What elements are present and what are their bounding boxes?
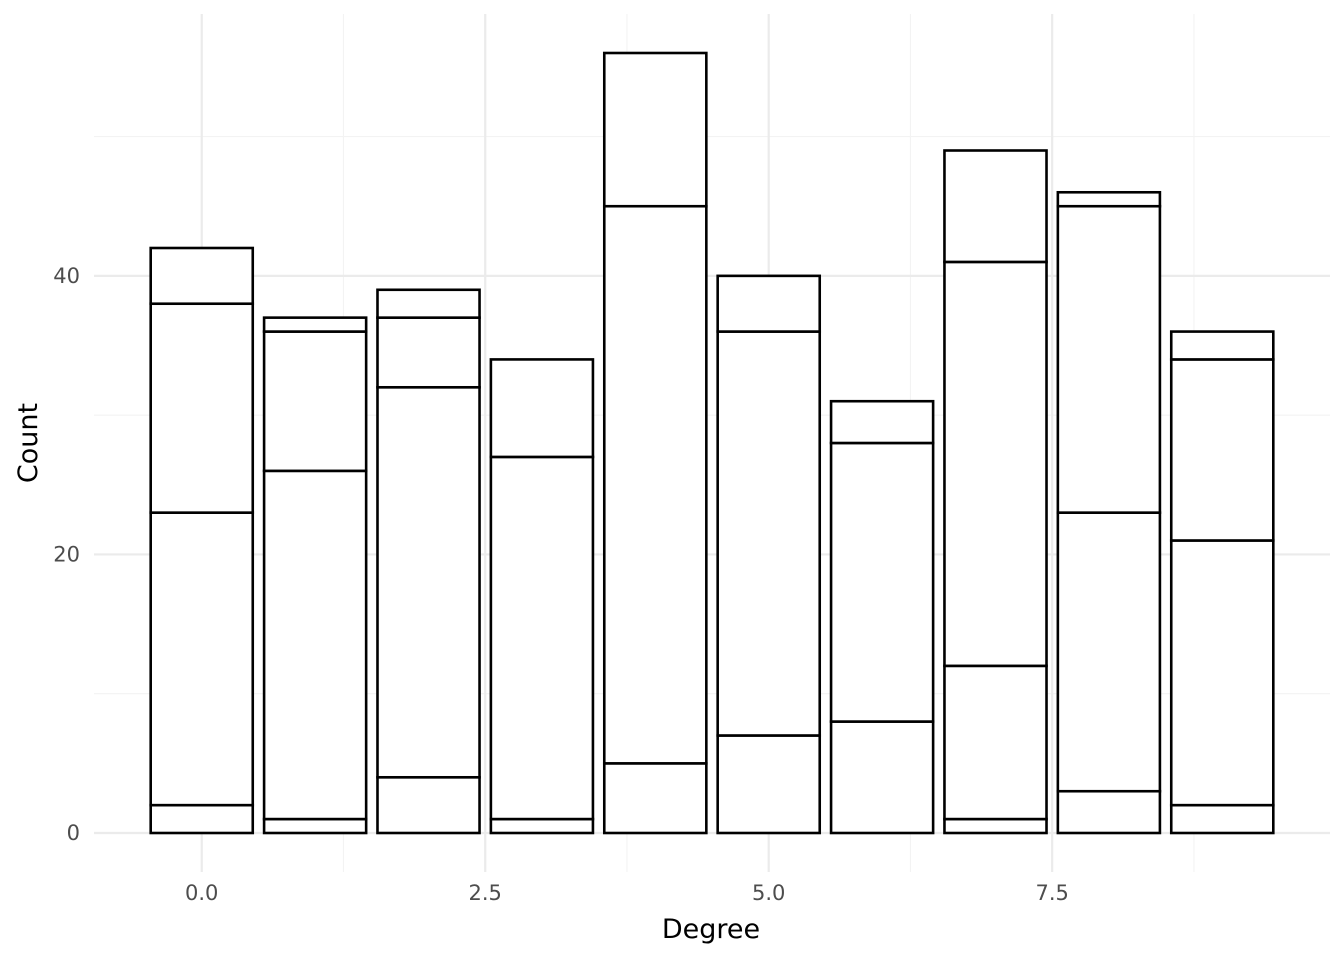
bar-stack — [489, 358, 595, 835]
bar-segment — [489, 817, 595, 835]
bar-stack — [262, 316, 368, 835]
x-axis-title: Degree — [662, 914, 760, 945]
bar-segment — [149, 511, 255, 807]
bar-segment — [262, 330, 368, 473]
bar-segment — [1056, 190, 1162, 208]
bar-segment — [1169, 330, 1275, 361]
y-tick-label: 0 — [67, 821, 80, 845]
bar-segment — [602, 762, 708, 835]
bar-segment — [716, 330, 822, 737]
bar-segment — [489, 358, 595, 459]
y-tick-label: 40 — [53, 264, 80, 288]
y-axis-title: Count — [13, 403, 44, 483]
bar-segment — [149, 803, 255, 835]
bar-stack — [1056, 190, 1162, 835]
x-tick-label: 5.0 — [752, 881, 785, 905]
bar-segment — [943, 149, 1048, 264]
bar-segment — [1056, 204, 1162, 514]
bar-segment — [829, 441, 935, 723]
bar-segment — [376, 385, 481, 779]
bar-segment — [149, 302, 255, 514]
bar-stack — [149, 246, 255, 835]
bar-segment — [602, 51, 708, 208]
bar-segment — [716, 734, 822, 835]
bar-stack — [1169, 330, 1275, 835]
bar-segment — [262, 316, 368, 333]
bar-stack — [943, 149, 1048, 835]
x-axis-tick-labels: 0.0 2.5 5.0 7.5 — [185, 881, 1069, 905]
bar-segment — [943, 260, 1048, 668]
x-tick-label: 2.5 — [469, 881, 502, 905]
bar-stack — [602, 51, 708, 835]
bar-segment — [829, 399, 935, 445]
bar-segment — [1169, 803, 1275, 835]
bar-segment — [489, 455, 595, 821]
bar-segment — [262, 469, 368, 821]
bar-segment — [1169, 539, 1275, 807]
bar-segment — [1056, 789, 1162, 835]
bar-segment — [149, 246, 255, 306]
x-tick-label: 0.0 — [185, 881, 218, 905]
bar-segment — [376, 775, 481, 835]
y-tick-label: 20 — [53, 542, 80, 566]
x-tick-label: 7.5 — [1035, 881, 1068, 905]
bar-segment — [829, 720, 935, 835]
bars — [149, 51, 1275, 835]
bar-stack — [716, 274, 822, 835]
bar-stack — [376, 288, 481, 835]
bar-segment — [943, 817, 1048, 835]
bar-segment — [1056, 511, 1162, 793]
y-axis-tick-labels: 0 20 40 — [53, 264, 80, 845]
bar-segment — [1169, 358, 1275, 542]
bar-segment — [602, 204, 708, 765]
bar-segment — [262, 817, 368, 835]
bar-stack — [829, 399, 935, 835]
bar-segment — [943, 664, 1048, 821]
bar-segment — [376, 288, 481, 319]
bar-segment — [716, 274, 822, 333]
bar-segment — [376, 316, 481, 389]
